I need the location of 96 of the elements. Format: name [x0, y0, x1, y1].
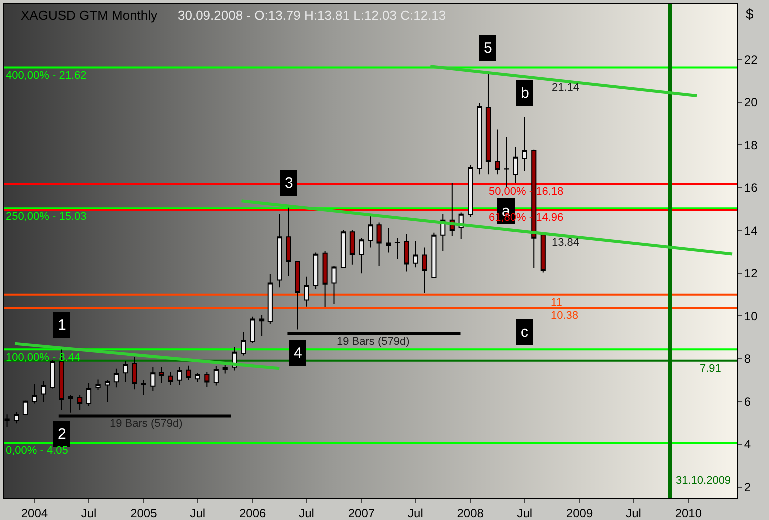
candlestick — [422, 247, 428, 294]
y-tick-label: 18 — [744, 138, 758, 152]
candlestick — [204, 372, 210, 388]
x-tick-label: Jul — [190, 506, 206, 520]
annotation: 100,00% - 8.44 — [6, 352, 81, 364]
candlestick — [50, 360, 56, 390]
x-tick-label: 2007 — [348, 506, 376, 520]
candlestick — [295, 260, 300, 330]
y-tick-label: 4 — [744, 438, 752, 452]
candlestick — [250, 316, 256, 344]
candlestick — [495, 129, 500, 176]
x-tick-label: Jul — [81, 506, 97, 520]
candlestick — [322, 250, 328, 308]
annotation: c — [521, 324, 529, 341]
x-tick-label: Jul — [517, 506, 533, 520]
annotation: 1 — [58, 317, 66, 334]
chart-subtitle: 30.09.2008 - O:13.79 H:13.81 L:12.03 C:12.13 — [178, 8, 446, 23]
candlestick — [186, 365, 192, 381]
candlestick — [350, 230, 355, 266]
x-tick-label: 2008 — [457, 506, 484, 520]
candlestick — [104, 380, 110, 402]
y-tick-label: 8 — [744, 352, 752, 366]
candlestick — [32, 384, 38, 404]
candlestick — [314, 252, 319, 290]
annotation: 50,00% - 16.18 — [489, 186, 564, 198]
candlestick — [477, 102, 482, 176]
chart-title: XAGUSD GTM Monthly — [21, 8, 158, 23]
candlestick — [268, 274, 273, 325]
candlestick — [68, 394, 74, 414]
annotation: 19 Bars (579d) — [337, 336, 410, 348]
y-tick-label: 10 — [744, 309, 758, 324]
y-tick-label: 20 — [744, 96, 758, 110]
candlestick — [158, 366, 164, 384]
candlestick — [486, 72, 492, 176]
annotation: 3 — [285, 175, 294, 192]
candlestick — [41, 380, 47, 402]
candlestick — [376, 222, 382, 266]
candlestick — [78, 394, 83, 411]
candlestick — [150, 366, 156, 392]
candlestick — [123, 360, 128, 383]
annotation: 5 — [484, 40, 492, 57]
x-tick-label: 2010 — [675, 506, 702, 520]
annotation: 19 Bars (579d) — [110, 418, 183, 430]
candlestick — [168, 372, 174, 386]
candlestick — [114, 368, 120, 388]
annotation: 4 — [294, 345, 302, 362]
y-tick-label: 16 — [744, 181, 758, 196]
x-tick-label: Jul — [408, 506, 424, 520]
x-tick-label: Jul — [299, 506, 314, 520]
x-tick-label: Jul — [626, 506, 642, 520]
annotation: b — [521, 85, 530, 102]
candlestick — [277, 214, 282, 288]
candlestick — [404, 234, 410, 272]
candlestick — [14, 412, 20, 424]
candlestick — [177, 366, 182, 386]
annotation: 7.91 — [700, 363, 722, 375]
y-tick-label: 2 — [744, 480, 752, 495]
candlestick — [286, 207, 292, 277]
annotation: 13.84 — [552, 237, 580, 249]
y-tick-label: 14 — [744, 224, 758, 238]
candlestick — [540, 234, 546, 274]
candlestick — [304, 276, 310, 308]
candlestick — [513, 147, 518, 184]
x-tick-label: 2006 — [239, 506, 266, 520]
candlestick — [359, 238, 364, 274]
annotation: 21.14 — [552, 82, 580, 94]
y-tick-label: 6 — [744, 394, 752, 409]
annotation: 11 — [551, 297, 562, 309]
y-tick-label: 12 — [744, 266, 758, 281]
annotation: 2 — [58, 426, 66, 443]
x-tick-label: 2009 — [566, 506, 594, 520]
annotation: 0,00% - 4.05 — [6, 445, 68, 457]
candlestick — [22, 400, 28, 416]
y-tick-label: 22 — [744, 52, 758, 67]
annotation: 250,00% - 15.03 — [6, 211, 87, 223]
annotation: 400,00% - 21.62 — [6, 70, 87, 82]
candlestick — [241, 332, 246, 356]
candlestick — [222, 363, 228, 374]
candlestick — [214, 366, 219, 386]
candlestick — [413, 240, 418, 268]
candlestick — [96, 379, 101, 391]
y-axis-title: $ — [746, 6, 754, 22]
x-tick-label: 2005 — [130, 506, 158, 520]
x-tick-label: 2004 — [21, 506, 48, 520]
candlestick — [86, 382, 92, 407]
candlestick — [432, 232, 437, 279]
candlestick — [332, 265, 337, 305]
annotation: 31.10.2009 — [676, 475, 732, 487]
candlestick — [522, 117, 528, 172]
candlestick — [340, 230, 346, 268]
annotation: 10.38 — [551, 310, 579, 322]
candlestick — [368, 214, 374, 248]
candlestick — [532, 149, 537, 269]
candlestick — [132, 356, 138, 390]
candlestick — [468, 164, 474, 218]
candlestick — [195, 372, 200, 383]
